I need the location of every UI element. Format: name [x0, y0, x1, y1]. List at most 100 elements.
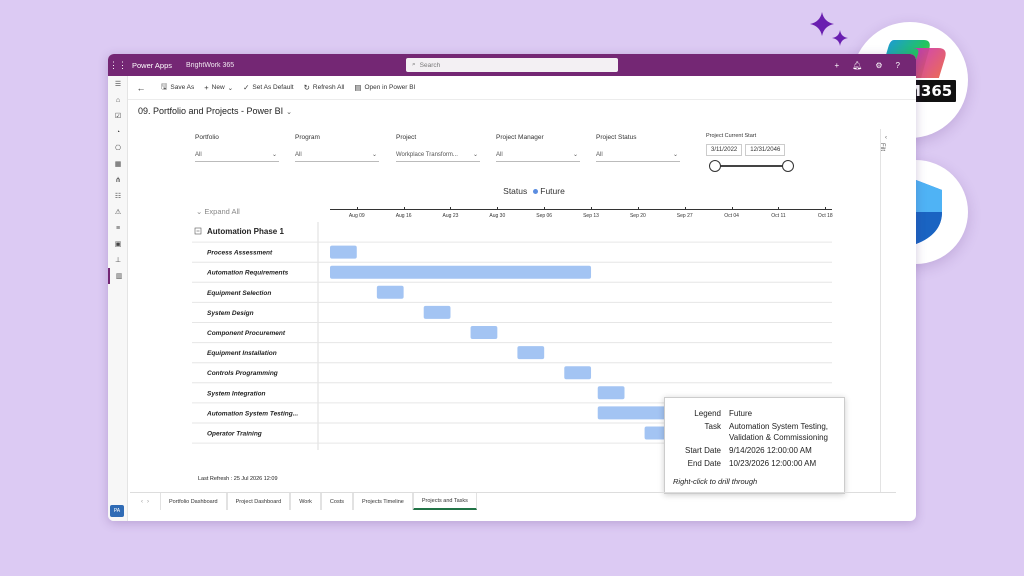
task-bar[interactable] [470, 326, 498, 339]
axis-tick-label: Sep 06 [536, 213, 553, 219]
date-range-label: Project Current Start [706, 133, 757, 139]
warning-icon[interactable]: ⚠ [114, 209, 122, 216]
search-placeholder: Search [419, 61, 441, 69]
save-as-button[interactable]: 🖫 Save As [161, 81, 194, 94]
axis-tick-label: Aug 30 [489, 213, 506, 219]
filters-pane[interactable]: ‹ Filt [879, 129, 896, 493]
task-bar[interactable] [597, 386, 625, 400]
task-bar[interactable] [376, 285, 404, 299]
program-dropdown[interactable]: All ⌄ [295, 148, 379, 162]
task-label[interactable]: Equipment Selection [207, 290, 271, 297]
page-title-text: 09. Portfolio and Projects - Power BI [138, 106, 284, 116]
date-slider-track[interactable] [714, 165, 788, 167]
collapse-group-icon[interactable] [194, 227, 202, 235]
tab-projects-timeline[interactable]: Projects Timeline [352, 493, 413, 510]
date-from-input[interactable]: 3/11/2022 [706, 144, 743, 156]
axis-tick-label: Sep 27 [676, 213, 693, 219]
app-name[interactable]: Power Apps [132, 60, 173, 70]
collapse-arrow-icon[interactable]: ‹ [885, 135, 887, 141]
hierarchy-icon[interactable]: ⋔ [115, 177, 121, 184]
task-label[interactable]: Automation Requirements [206, 270, 289, 277]
left-nav: ☰ ⌂ ☑ ◔ ⎔ ▦ ⋔ ☷ ⚠ ≡ ▣ ⊥ ▥ PA [108, 76, 128, 521]
org-icon[interactable]: ⊥ [114, 257, 122, 264]
project-slicer: Project Workplace Transform... ⌄ [396, 134, 480, 162]
tooltip-start-key: Start Date [684, 446, 721, 455]
environment-name[interactable]: BrightWork 365 [186, 61, 235, 69]
gantt-date-axis: Aug 09 Aug 16 Aug 23 Aug 30 Sep 06 Sep 13 Sep … [330, 207, 833, 221]
chart-legend: Status Future [140, 186, 888, 196]
tab-portfolio-dashboard[interactable]: Portfolio Dashboard [160, 493, 227, 510]
calendar-icon[interactable]: ▦ [114, 161, 122, 168]
bell-icon[interactable]: 🔔︎ [852, 60, 863, 70]
new-button[interactable]: + New ⌄ [204, 83, 233, 92]
tab-project-dashboard[interactable]: Project Dashboard [226, 493, 291, 510]
date-slider-start-handle[interactable] [709, 160, 721, 172]
menu-icon[interactable]: ☰ [114, 81, 122, 88]
tab-work[interactable]: Work [290, 493, 321, 510]
task-label[interactable]: Controls Programming [207, 370, 278, 377]
task-label[interactable]: System Integration [207, 390, 266, 397]
task-label[interactable]: Process Assessment [207, 250, 273, 257]
tab-costs[interactable]: Costs [320, 493, 353, 510]
chevron-right-icon[interactable]: › [147, 498, 149, 505]
save-as-label: Save As [170, 84, 195, 91]
tab-projects-and-tasks[interactable]: Projects and Tasks [412, 493, 477, 510]
date-slider-end-handle[interactable] [782, 160, 794, 172]
document-icon[interactable]: ☷ [114, 193, 122, 200]
task-bar[interactable] [517, 346, 545, 360]
task-label[interactable]: Automation System Testing... [206, 410, 298, 417]
tasks-icon[interactable]: ☑ [114, 113, 122, 120]
date-to-input[interactable]: 12/31/2046 [745, 144, 786, 156]
gear-icon[interactable]: ⚙ [875, 60, 883, 70]
task-bar[interactable] [330, 245, 357, 259]
program-label: Program [295, 134, 320, 141]
chevron-down-icon: ⌄ [672, 152, 678, 158]
portfolio-dropdown[interactable]: All ⌄ [195, 148, 279, 162]
tooltip-footer: Right-click to drill through [673, 477, 758, 486]
task-bar[interactable] [564, 366, 592, 380]
task-label[interactable]: Operator Training [207, 431, 262, 438]
home-icon[interactable]: ⌂ [115, 96, 121, 104]
recent-icon[interactable]: ◔ [115, 128, 121, 136]
axis-tick-mark [450, 207, 452, 210]
task-label[interactable]: System Design [207, 310, 254, 317]
axis-tick-mark [591, 207, 593, 210]
portfolio-slicer: Portfolio All ⌄ [195, 134, 279, 162]
project-dropdown[interactable]: Workplace Transform... ⌄ [396, 148, 480, 162]
group-label[interactable]: Automation Phase 1 [207, 227, 284, 236]
task-label[interactable]: Equipment Installation [207, 350, 277, 357]
task-bar[interactable] [330, 265, 592, 279]
chevron-left-icon[interactable]: ‹ [141, 498, 143, 505]
area-switcher[interactable]: PA [110, 505, 124, 517]
set-default-button[interactable]: ✓ Set As Default [243, 83, 294, 92]
top-icons: + 🔔︎ ⚙ ? [835, 54, 900, 76]
refresh-all-button[interactable]: ↻ Refresh All [304, 83, 345, 92]
legend-item-future[interactable]: Future [540, 186, 565, 196]
page-title[interactable]: 09. Portfolio and Projects - Power BI ⌄ [138, 106, 292, 116]
back-arrow-icon[interactable]: ← [136, 82, 146, 93]
search-input[interactable]: ⌕ Search [406, 58, 618, 72]
manager-slicer: Project Manager All ⌄ [496, 134, 580, 162]
help-icon[interactable]: ? [895, 60, 900, 70]
briefcase-icon[interactable]: ▣ [114, 241, 122, 248]
status-dropdown[interactable]: All ⌄ [596, 148, 680, 162]
axis-tick-label: Aug 16 [395, 213, 412, 219]
plus-icon[interactable]: + [834, 60, 840, 70]
expand-all-button[interactable]: ⌄ Expand All [196, 207, 240, 216]
refresh-icon: ↻ [303, 83, 310, 92]
gantt-tooltip: Legend Future Task Automation System Testi… [664, 397, 845, 494]
tooltip-task-value-line1: Automation System Testing, [729, 422, 829, 431]
app-launcher-icon[interactable]: ⋮⋮ [109, 59, 127, 70]
open-powerbi-label: Open in Power BI [364, 84, 416, 91]
list-icon[interactable]: ≡ [115, 224, 121, 232]
open-powerbi-button[interactable]: ▤ Open in Power BI [354, 83, 415, 92]
chart-icon[interactable]: ▥ [108, 268, 128, 284]
app-window: ⋮⋮ Power Apps BrightWork 365 ⌕ Search + … [108, 54, 916, 521]
axis-tick-label: Oct 18 [817, 213, 833, 219]
task-bar[interactable] [423, 305, 451, 319]
pin-icon[interactable]: ⎔ [114, 145, 122, 152]
manager-dropdown[interactable]: All ⌄ [496, 148, 580, 162]
refresh-all-label: Refresh All [312, 84, 345, 91]
last-refresh-text: Last Refresh : 25 Jul 2026 12:09 [198, 476, 278, 482]
task-label[interactable]: Component Procurement [207, 330, 286, 337]
